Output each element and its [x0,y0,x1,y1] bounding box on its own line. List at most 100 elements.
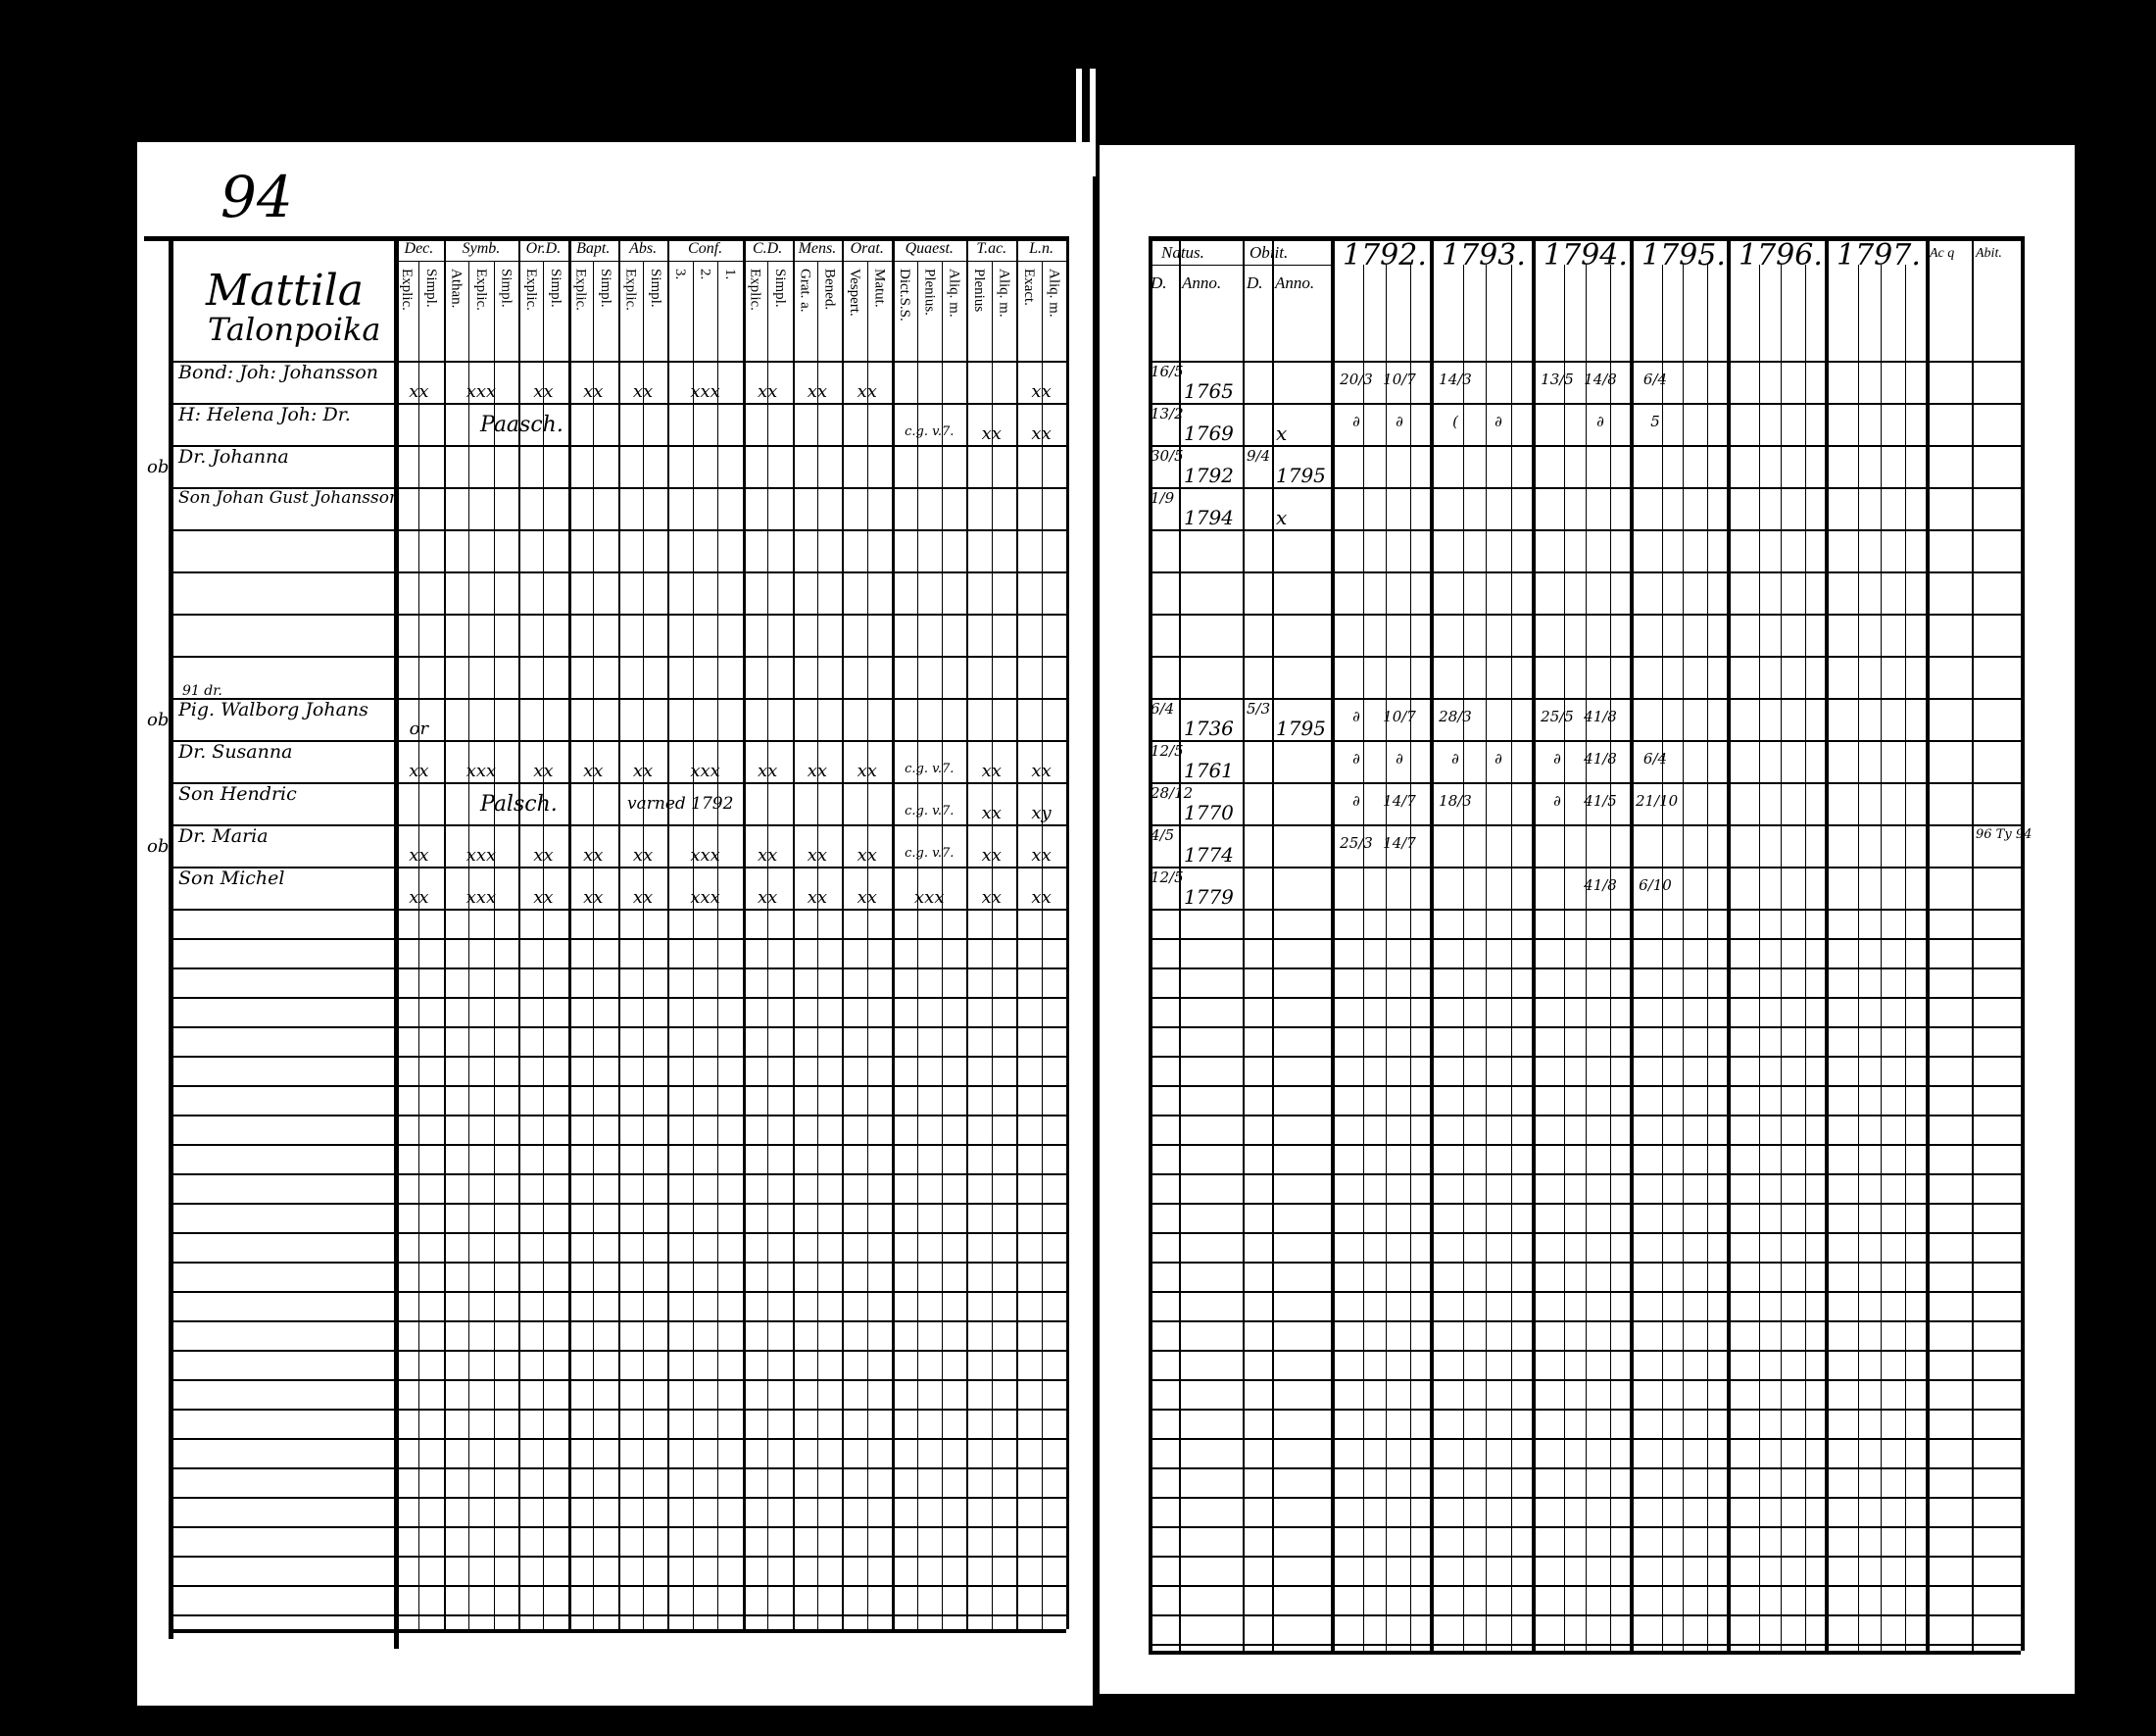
mark: xx [757,845,778,866]
birth-day: 12/5 [1151,868,1184,886]
mark: xx [583,845,604,866]
year-entry: 10/7 [1383,371,1416,388]
year-entry: ∂ [1596,413,1604,430]
sub-column-line [593,261,595,1629]
sub-column-line [916,261,918,1629]
sub-column-line [1857,265,1859,1651]
year-entry: ∂ [1553,750,1561,768]
mark: xx [757,381,778,402]
mark: xxx [690,761,720,781]
column-sub-label: Aliq. m. [996,269,1012,318]
column-group-label: Conf. [688,240,723,257]
year-entry: 6/10 [1639,876,1672,894]
birth-year: 1761 [1184,759,1234,782]
row-rule [1149,445,2021,447]
sub-column-line [643,261,645,1629]
mark: c.g. v.7. [905,846,955,861]
column-sub-label: Athan. [448,269,465,309]
year-entry: ∂ [1396,413,1403,430]
person-name: Dr. Johanna [178,446,289,468]
year-entry: 28/3 [1439,708,1472,725]
row-rule [169,967,1066,969]
obiit-d-header: D. [1247,273,1263,292]
row-rule [1149,782,2021,784]
column-line [1272,236,1274,1651]
row-rule [1149,1144,2021,1146]
mark: xxx [466,887,497,908]
year-entry: ( [1452,413,1458,430]
row-rule [169,1085,1066,1087]
row-rule [169,1350,1066,1352]
row-rule [169,1320,1066,1322]
row-rule [1149,1526,2021,1528]
sub-column-line [1759,265,1760,1651]
row-rule [1149,403,2021,405]
sub-column-line [1511,265,1513,1651]
mark: xx [583,761,604,781]
annotation: varned 1792 [627,794,734,814]
column-line [1179,236,1181,1651]
death-year: 1795 [1276,717,1326,740]
sub-column-line [1683,265,1685,1651]
column-group-label: Orat. [850,240,884,257]
person-name: Dr. Susanna [178,741,293,763]
margin-note: ob [147,710,170,730]
margin-note: ob [147,836,170,857]
natus-d-header: D. [1151,273,1167,292]
column-line [1532,236,1536,1651]
birth-year: 1794 [1184,506,1234,529]
row-rule [169,1144,1066,1146]
row-rule [169,403,1066,405]
column-sub-label: 2. [697,269,713,280]
row-rule [1149,487,2021,489]
row-rule [169,445,1066,447]
bottom-rule [1149,1651,2021,1655]
mark: xx [857,761,877,781]
mark: c.g. v.7. [905,762,955,776]
row-rule [169,997,1066,999]
birth-year: 1779 [1184,885,1234,909]
natus-header: Natus. [1161,243,1204,262]
sub-column-line [1661,265,1663,1651]
mark: xx [583,381,604,402]
year-entry: 41/5 [1584,792,1617,810]
row-rule [169,1409,1066,1411]
row-rule [1149,997,2021,999]
header-sub-rule [394,261,1066,262]
column-group-label: L.n. [1029,240,1054,257]
year-entry: ∂ [1396,750,1403,768]
mark: xxx [466,381,497,402]
row-rule [169,1173,1066,1175]
column-line [394,236,397,1629]
row-rule [169,1056,1066,1058]
mark: or [409,719,429,739]
birth-year: 1736 [1184,717,1234,740]
sub-column-line [717,261,719,1629]
year-entry: 5 [1650,413,1660,430]
obiit-anno-header: Anno. [1275,273,1315,292]
birth-day: 6/4 [1151,700,1175,718]
row-rule [1149,824,2021,826]
column-line [742,236,746,1629]
column-line [567,236,571,1629]
year-header: 1793. [1442,238,1526,273]
row-rule [169,1379,1066,1381]
row-rule [169,824,1066,826]
sub-column-line [1905,265,1907,1651]
row-rule [1149,740,2021,742]
mark: xx [807,761,828,781]
death-day: 9/4 [1247,447,1271,465]
year-entry: ∂ [1553,792,1561,810]
column-line [667,236,670,1629]
column-sub-label: Plenius. [921,269,938,316]
column-sub-label: Simpl. [423,269,440,308]
year-entry: 25/5 [1541,708,1574,725]
mark: c.g. v.7. [905,424,955,439]
year-entry: 10/7 [1383,708,1416,725]
mark: xxx [914,887,945,908]
column-group-label: Quaest. [905,240,954,257]
year-entry: 21/10 [1636,792,1679,810]
mark: xx [981,845,1002,866]
column-group-label: C.D. [752,240,783,257]
column-sub-label: Dict.S.S. [896,269,912,322]
